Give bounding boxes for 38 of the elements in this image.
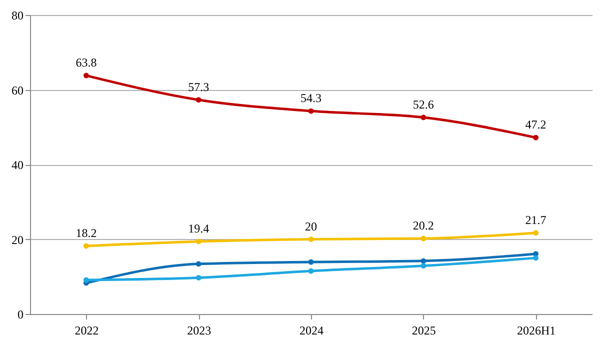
data-label: 20 [305,219,317,234]
data-label: 18.2 [76,226,97,240]
point [83,277,89,283]
point [420,236,426,242]
data-label: 47.2 [525,118,546,132]
point [420,258,426,264]
data-label: 19.4 [188,221,210,236]
x-tick-label: 2023 [187,324,212,338]
y-tick-label: 20 [12,232,24,247]
point [308,236,314,242]
point [196,97,202,103]
data-label: 21.7 [525,212,546,227]
data-label: 20.2 [412,218,434,233]
point [196,275,202,280]
point [83,72,89,78]
data-label: 54.3 [300,91,322,106]
y-tick-label: 80 [12,8,24,22]
x-tick-label: 2022 [74,324,99,338]
data-label: 52.6 [412,97,434,112]
point [533,230,539,236]
point [533,134,539,140]
point [533,255,539,261]
point [196,261,202,267]
point [308,268,314,274]
x-tick-label: 2025 [412,324,436,338]
point [83,243,89,249]
data-label: 57.3 [188,80,210,94]
point [420,114,426,120]
y-tick-label: 0 [18,308,24,322]
data-label: 63.8 [76,56,97,70]
point [196,238,202,244]
point [308,259,314,265]
y-tick-label: 40 [12,158,24,172]
x-tick-label: 2024 [300,324,324,338]
point [308,108,314,114]
y-tick-label: 60 [12,83,24,98]
x-tick-label: 2026H1 [516,324,556,338]
point [420,263,426,269]
